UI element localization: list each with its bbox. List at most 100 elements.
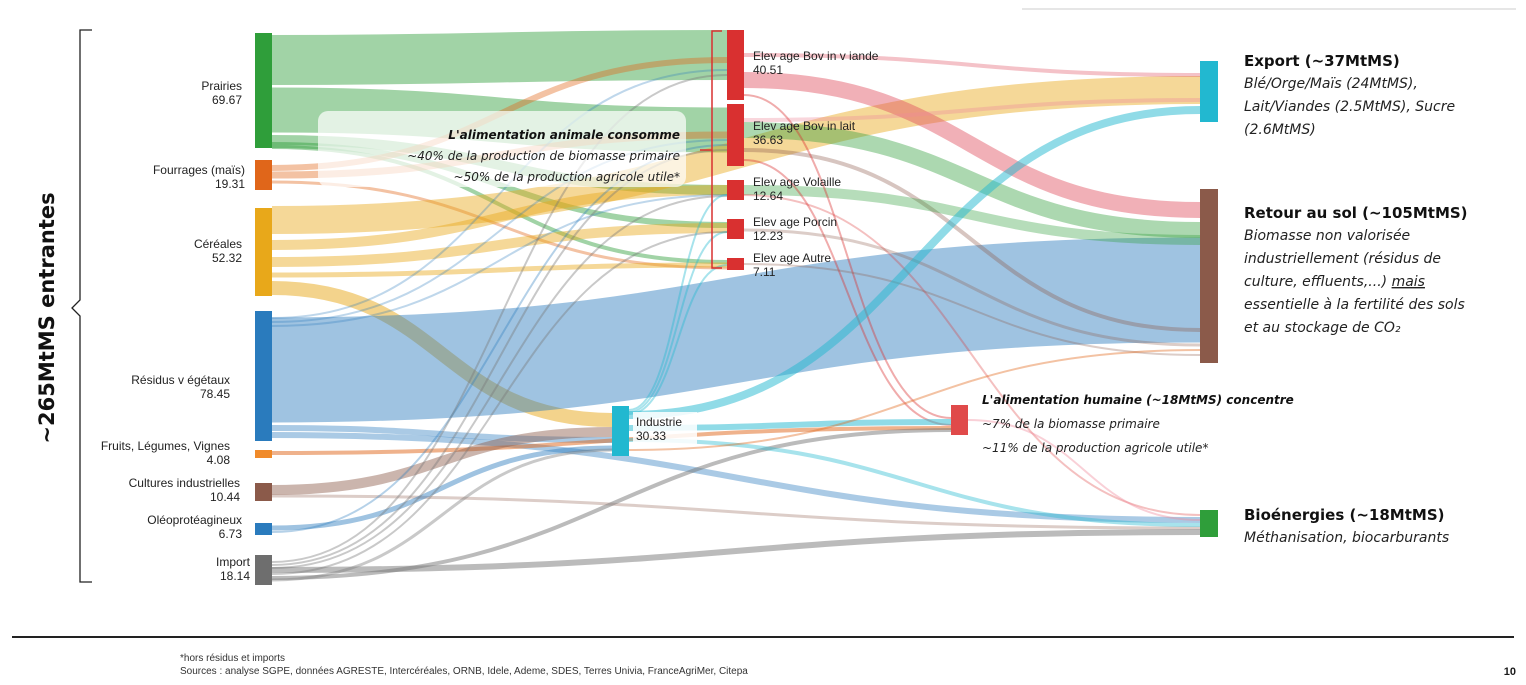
flow-link: [271, 223, 728, 267]
middle-label-volaille: Elev age Volaille: [753, 175, 841, 189]
flow-link: [271, 426, 952, 455]
flow-link: [271, 262, 728, 278]
dest-title-retour: Retour au sol (~105MtMS): [1244, 204, 1468, 222]
node-fruits: [255, 450, 272, 458]
animal-annotation-box: [318, 111, 686, 187]
middle-value-porcin: 12.23: [753, 229, 783, 243]
source-value-fourrages: 19.31: [215, 177, 245, 191]
flow-link: [271, 425, 613, 443]
source-value-prairies: 69.67: [212, 93, 242, 107]
dest-line-retour: essentielle à la fertilité des sols: [1244, 297, 1465, 313]
node-prairies: [255, 33, 272, 148]
node-porcin: [727, 219, 744, 239]
flow-link: [628, 349, 1201, 451]
source-label-fourrages: Fourrages (maïs): [153, 163, 245, 177]
flow-link: [743, 263, 1201, 356]
middle-label-industrie: Industrie: [636, 415, 682, 429]
footer-rule: [12, 636, 1514, 638]
node-bovin_lait: [727, 104, 744, 166]
middle-value-volaille: 12.64: [753, 189, 783, 203]
footer: *hors résidus et imports Sources : analy…: [0, 636, 1526, 685]
total-label: ~265MtMS entrantes: [35, 192, 59, 443]
middle-label-porcin: Elev age Porcin: [753, 215, 837, 229]
middle-value-autre: 7.11: [753, 265, 776, 279]
human-food-line2: ~11% de la production agricole utile*: [982, 441, 1208, 455]
source-value-import: 18.14: [220, 569, 250, 583]
source-value-cultures: 10.44: [210, 490, 240, 504]
middle-label-autre: Elev age Autre: [753, 251, 831, 265]
dest-line-retour: Biomasse non valorisée: [1244, 228, 1410, 244]
sources-line: Sources : analyse SGPE, données AGRESTE,…: [180, 666, 748, 677]
node-retour: [1200, 189, 1218, 363]
flow-link: [743, 148, 1201, 332]
middle-value-bovin_viande: 40.51: [753, 63, 783, 77]
node-industrie: [612, 406, 629, 456]
node-bovin_viande: [727, 30, 744, 100]
footnote: *hors résidus et imports: [180, 653, 286, 664]
node-export: [1200, 61, 1218, 122]
flow-link: [271, 448, 613, 582]
source-label-prairies: Prairies: [201, 79, 242, 93]
flow-link: [628, 194, 728, 411]
flow-link: [271, 445, 613, 531]
human-food-line1: ~7% de la biomasse primaire: [982, 417, 1160, 431]
dest-line-retour: industriellement (résidus de: [1244, 251, 1441, 267]
source-value-fruits: 4.08: [207, 453, 231, 467]
source-label-residus: Résidus v égétaux: [131, 373, 230, 387]
label-bg: [633, 412, 697, 446]
flow-link: [271, 185, 728, 250]
node-fourrages: [255, 160, 272, 190]
middle-label-bovin_viande: Elev age Bov in v iande: [753, 49, 879, 63]
flow-link: [743, 98, 1201, 122]
node-alimentation-humaine: [951, 405, 968, 435]
flow-link: [271, 281, 613, 427]
middle-value-bovin_lait: 36.63: [753, 133, 783, 147]
middle-label-bovin_lait: Elev age Bov in lait: [753, 119, 856, 133]
dest-line-export: (2.6MtMS): [1244, 122, 1316, 138]
dest-line-retour: culture, effluents,...) mais: [1244, 274, 1425, 290]
flow-link: [271, 195, 728, 569]
dest-line-export: Blé/Orge/Maïs (24MtMS),: [1244, 76, 1418, 92]
nodes-layer: [71, 29, 1218, 585]
flow-link: [628, 231, 728, 413]
animal-annotation-line3: ~50% de la production agricole utile*: [454, 170, 680, 184]
flow-link: [743, 194, 1201, 516]
flow-link: [628, 438, 1201, 527]
source-label-oleo: Oléoprotéagineux: [147, 513, 242, 527]
flow-link: [271, 231, 728, 575]
dest-line-export: Lait/Viandes (2.5MtMS), Sucre: [1244, 99, 1455, 115]
source-value-oleo: 6.73: [219, 527, 243, 541]
flow-link: [743, 72, 1201, 218]
flow-link: [271, 237, 1201, 423]
animal-annotation-line2: ~40% de la production de biomasse primai…: [407, 149, 680, 163]
flow-link: [743, 122, 1201, 238]
dest-title-export: Export (~37MtMS): [1244, 52, 1400, 70]
flow-link: [271, 69, 728, 319]
flow-link: [271, 432, 1201, 523]
flow-link: [743, 53, 1201, 77]
flow-link: [271, 529, 1201, 573]
flow-link: [967, 419, 1201, 521]
node-autre: [727, 258, 744, 270]
flow-link: [271, 74, 728, 563]
node-cereales: [255, 208, 272, 296]
human-food-title: L'alimentation humaine (~18MtMS) concent…: [982, 393, 1294, 407]
page-number: 10: [1503, 666, 1516, 678]
node-bioenergies: [1200, 510, 1218, 537]
flow-link: [271, 427, 613, 495]
node-residus: [255, 311, 272, 441]
top-divider: [1022, 8, 1516, 10]
node-volaille: [727, 180, 744, 200]
source-label-cultures: Cultures industrielles: [129, 476, 240, 490]
node-import: [255, 555, 272, 585]
flow-link: [628, 106, 1201, 419]
flow-link: [271, 30, 728, 85]
middle-value-industrie: 30.33: [636, 429, 666, 443]
flow-link: [743, 159, 952, 426]
source-value-cereales: 52.32: [212, 251, 242, 265]
flow-link: [271, 194, 728, 327]
dest-line-bioenergies: Méthanisation, biocarburants: [1244, 530, 1449, 546]
elevage-bracket: [700, 30, 722, 269]
